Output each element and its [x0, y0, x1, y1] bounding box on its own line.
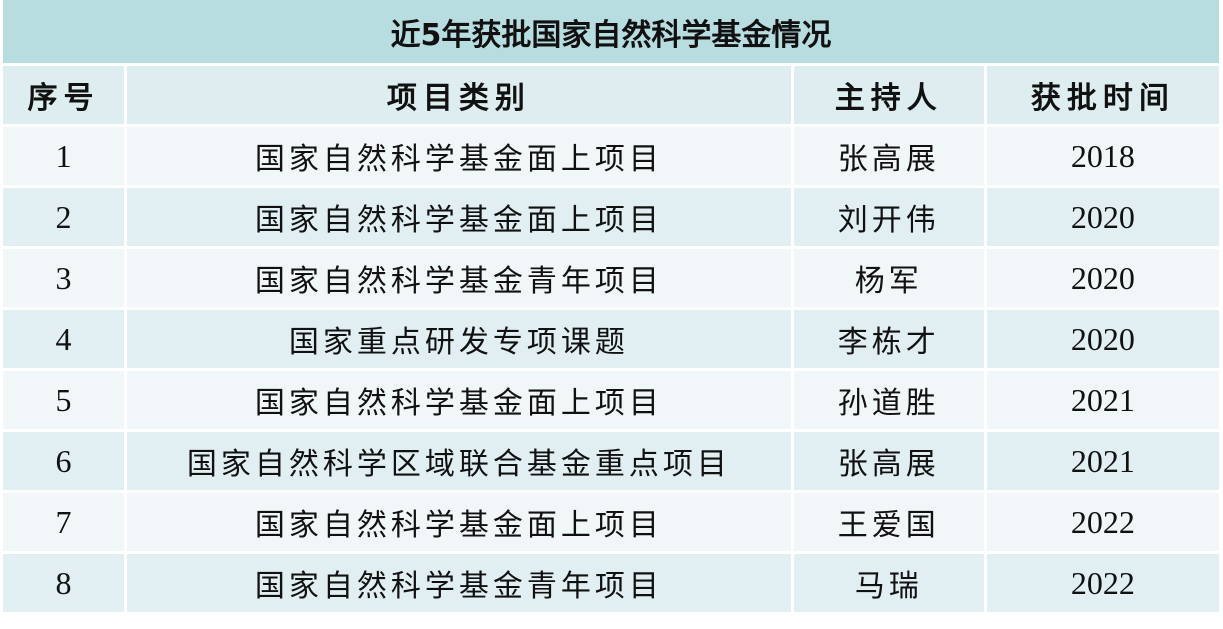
row-index: 2 [3, 188, 125, 246]
row-year: 2022 [986, 493, 1219, 551]
table-row: 1 国家自然科学基金面上项目 张高展 2018 [3, 127, 1219, 185]
row-category: 国家自然科学基金青年项目 [127, 554, 791, 612]
row-year: 2022 [986, 554, 1219, 612]
row-pi: 孙道胜 [793, 371, 984, 429]
table-row: 6 国家自然科学区域联合基金重点项目 张高展 2021 [3, 432, 1219, 490]
row-year: 2020 [986, 188, 1219, 246]
row-pi: 张高展 [793, 432, 984, 490]
header-year: 获批时间 [986, 66, 1219, 124]
table-row: 3 国家自然科学基金青年项目 杨军 2020 [3, 249, 1219, 307]
row-category: 国家自然科学区域联合基金重点项目 [127, 432, 791, 490]
row-index: 7 [3, 493, 125, 551]
table-row: 4 国家重点研发专项课题 李栋才 2020 [3, 310, 1219, 368]
row-pi: 王爱国 [793, 493, 984, 551]
row-index: 5 [3, 371, 125, 429]
header-pi: 主持人 [793, 66, 984, 124]
row-index: 3 [3, 249, 125, 307]
row-year: 2021 [986, 432, 1219, 490]
row-pi: 张高展 [793, 127, 984, 185]
row-pi: 马瑞 [793, 554, 984, 612]
row-index: 8 [3, 554, 125, 612]
table-row: 8 国家自然科学基金青年项目 马瑞 2022 [3, 554, 1219, 612]
table-row: 2 国家自然科学基金面上项目 刘开伟 2020 [3, 188, 1219, 246]
grant-table-container: 近5年获批国家自然科学基金情况 序号 项目类别 主持人 获批时间 1 国家自然科学… [3, 0, 1219, 612]
row-pi: 李栋才 [793, 310, 984, 368]
row-year: 2021 [986, 371, 1219, 429]
header-category: 项目类别 [127, 66, 791, 124]
table-row: 5 国家自然科学基金面上项目 孙道胜 2021 [3, 371, 1219, 429]
row-pi: 刘开伟 [793, 188, 984, 246]
row-category: 国家自然科学基金面上项目 [127, 371, 791, 429]
row-category: 国家自然科学基金面上项目 [127, 188, 791, 246]
row-index: 6 [3, 432, 125, 490]
row-year: 2020 [986, 310, 1219, 368]
row-category: 国家重点研发专项课题 [127, 310, 791, 368]
table-title: 近5年获批国家自然科学基金情况 [3, 0, 1219, 63]
row-year: 2020 [986, 249, 1219, 307]
grant-table: 序号 项目类别 主持人 获批时间 1 国家自然科学基金面上项目 张高展 2018 2 国家… [0, 63, 1222, 615]
header-index: 序号 [3, 66, 125, 124]
row-category: 国家自然科学基金面上项目 [127, 493, 791, 551]
row-pi: 杨军 [793, 249, 984, 307]
row-index: 4 [3, 310, 125, 368]
row-year: 2018 [986, 127, 1219, 185]
row-category: 国家自然科学基金青年项目 [127, 249, 791, 307]
table-row: 7 国家自然科学基金面上项目 王爱国 2022 [3, 493, 1219, 551]
row-index: 1 [3, 127, 125, 185]
header-row: 序号 项目类别 主持人 获批时间 [3, 66, 1219, 124]
row-category: 国家自然科学基金面上项目 [127, 127, 791, 185]
